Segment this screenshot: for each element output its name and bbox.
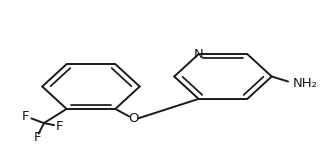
Text: F: F (22, 110, 29, 123)
Text: F: F (33, 131, 41, 144)
Text: N: N (194, 48, 203, 61)
Text: NH₂: NH₂ (293, 77, 318, 90)
Text: F: F (55, 120, 63, 133)
Text: O: O (128, 112, 139, 125)
